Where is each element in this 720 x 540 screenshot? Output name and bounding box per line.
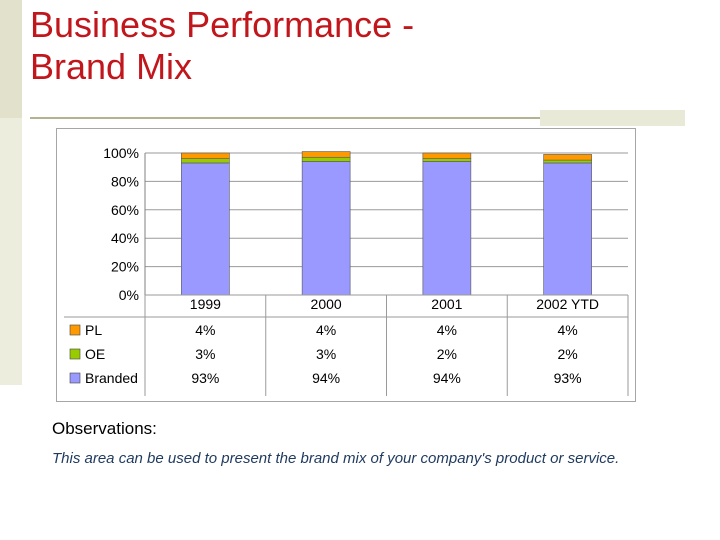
x-category-label: 2000 [311, 296, 342, 312]
x-category-label: 1999 [190, 296, 221, 312]
legend-swatch-branded [69, 372, 81, 384]
data-label: 4% [195, 322, 215, 338]
legend-label-oe: OE [85, 346, 105, 362]
bar-segment-oe [543, 159, 592, 164]
legend-swatch-pl [69, 324, 81, 336]
data-label: 94% [433, 370, 461, 386]
y-tick-label: 40% [111, 230, 139, 246]
bar-segment-oe [181, 158, 230, 164]
brand-mix-chart: 0% 20% 40% 60% 80% 100% 1999 2000 2001 2002 YTD PL… [64, 145, 629, 396]
bar-segment-branded [422, 161, 472, 296]
data-label: 3% [195, 346, 215, 362]
observations-heading: Observations: [52, 419, 157, 438]
data-label: 3% [316, 346, 336, 362]
y-tick-label: 60% [111, 202, 139, 218]
x-category-label: 2002 YTD [536, 296, 599, 312]
data-label: 2% [437, 346, 457, 362]
bar-segment-branded [543, 162, 592, 296]
bar-segment-pl [301, 151, 351, 158]
legend-swatch-oe [69, 348, 81, 360]
data-label: 4% [437, 322, 457, 338]
bar-segment-pl [422, 152, 472, 159]
divider-accent-box [540, 110, 685, 126]
data-label: 2% [558, 346, 578, 362]
bar-segment-oe [301, 156, 351, 162]
slide-title-line-1: Business Performance - [30, 4, 415, 45]
legend-label-branded: Branded [85, 370, 138, 386]
data-label: 4% [316, 322, 336, 338]
legend-label-pl: PL [85, 322, 102, 338]
data-label: 93% [554, 370, 582, 386]
y-tick-label: 100% [103, 145, 139, 161]
bar-segment-branded [181, 162, 230, 296]
data-label: 4% [558, 322, 578, 338]
y-tick-label: 0% [119, 287, 139, 303]
slide-title-line-2: Brand Mix [30, 46, 193, 87]
title-divider [30, 117, 540, 119]
x-category-label: 2001 [431, 296, 462, 312]
data-label: 94% [312, 370, 340, 386]
observations-text: This area can be used to present the bra… [52, 450, 620, 467]
y-tick-label: 20% [111, 259, 139, 275]
y-tick-label: 80% [111, 173, 139, 189]
slide-title: Business Performance - Brand Mix [30, 4, 414, 88]
bar-segment-branded [301, 161, 351, 296]
bar-segment-pl [181, 152, 230, 159]
bar-segment-oe [422, 158, 472, 162]
data-label: 93% [191, 370, 219, 386]
bar-segment-pl [543, 154, 592, 161]
left-accent-bar-top [0, 0, 22, 118]
